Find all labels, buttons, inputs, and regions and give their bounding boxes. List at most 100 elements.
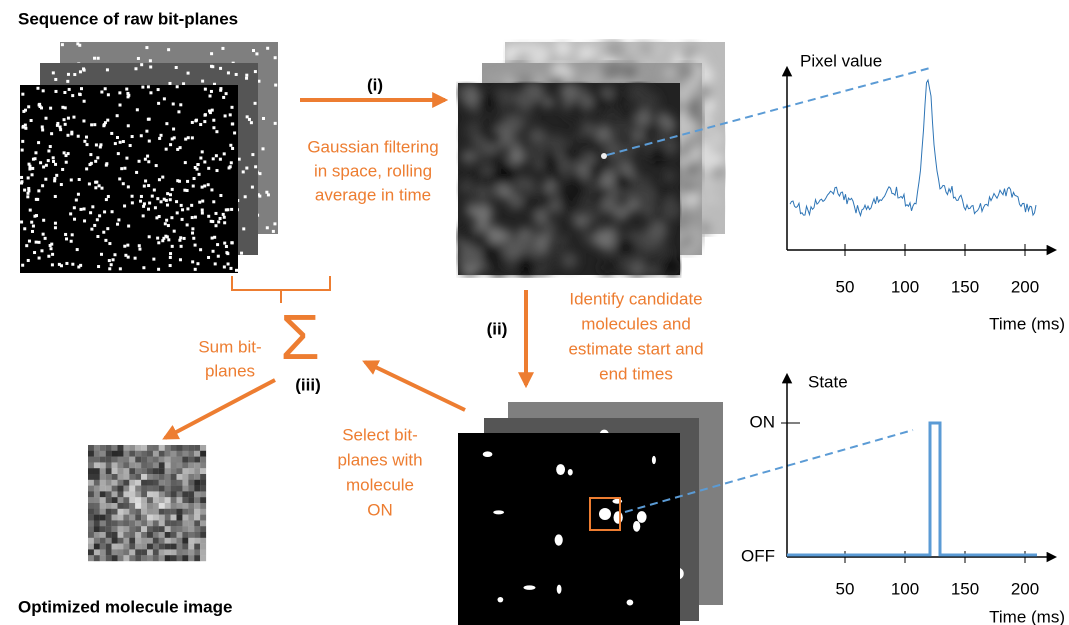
pixel [123,520,129,526]
pixel [182,480,188,486]
pixel [143,185,146,188]
pixel [165,544,171,550]
pixel [194,532,200,538]
pixel [94,462,100,468]
pixel [112,457,118,463]
pixel [30,221,33,224]
pixel [194,497,200,503]
pixel [147,486,153,492]
pixel [158,178,161,181]
blob [479,93,500,114]
pixel [66,80,69,83]
pixel [45,164,48,167]
pixel [88,486,94,492]
step-text: ON [367,500,393,519]
pixel [44,237,47,240]
blur-layer [456,82,681,278]
pixel [88,480,94,486]
pixel [123,462,129,468]
x-tick-label: 50 [836,277,855,296]
pixel [112,474,118,480]
y-axis-label: Pixel value [800,51,882,70]
pixel [159,468,165,474]
pixel [201,186,204,189]
pixel [141,555,147,561]
pixel [213,236,216,239]
pixel [171,544,177,550]
pixel [163,97,166,100]
pixel [252,49,255,52]
pixel [182,549,188,555]
pixel [106,445,112,451]
state-trace [787,423,1037,555]
pixel [145,46,148,49]
blob [561,144,579,162]
pixel [192,237,195,240]
pixel [171,462,177,468]
x-tick-label: 100 [891,277,919,296]
pixel [70,131,73,134]
blob [654,126,673,145]
pixel [182,82,185,85]
pixel [177,462,183,468]
blob [678,63,695,80]
pixel [171,549,177,555]
pixel [123,515,129,521]
blob [536,254,555,273]
pixel [127,124,130,127]
pixel [164,235,167,238]
pixel [177,532,183,538]
pixel [144,179,147,182]
blob [472,134,484,146]
pixel [191,227,194,230]
pixel [107,195,110,198]
pixel [170,216,173,219]
pixel [54,195,57,198]
pixel [94,457,100,463]
pixel [123,167,126,170]
pixel [123,503,129,509]
pixel [262,117,265,120]
pixel [63,91,66,94]
pixel [88,509,94,515]
blob [664,258,681,275]
pixel [37,189,40,192]
arrow-sum [165,380,275,438]
pixel [47,255,50,258]
pixel [190,204,193,207]
pixel [177,509,183,515]
blob [551,171,564,184]
pixel [177,480,183,486]
pixel [118,457,124,463]
pixel [153,549,159,555]
pixel [36,87,39,90]
pixel [141,509,147,515]
pixel [135,486,141,492]
pixel [135,474,141,480]
pixel [169,143,172,146]
pixel [265,191,268,194]
x-tick-label: 100 [891,579,919,598]
pixel [100,468,106,474]
pixel [100,538,106,544]
blob [521,236,538,253]
pixel [245,167,248,170]
pixel [100,497,106,503]
blob [615,173,631,189]
step-text: molecules and [581,314,691,333]
blob [535,191,552,208]
pixel [105,198,108,201]
blob [554,39,571,56]
pixel [165,462,171,468]
pixel [83,207,86,210]
pixel [88,497,94,503]
pixel [222,213,225,216]
pixel [215,154,218,157]
pixel [108,259,111,262]
pixel [147,457,153,463]
pixel [106,457,112,463]
pixel [123,526,129,532]
pixel [177,515,183,521]
sum-symbol: Σ [280,301,320,373]
pixel [88,532,94,538]
